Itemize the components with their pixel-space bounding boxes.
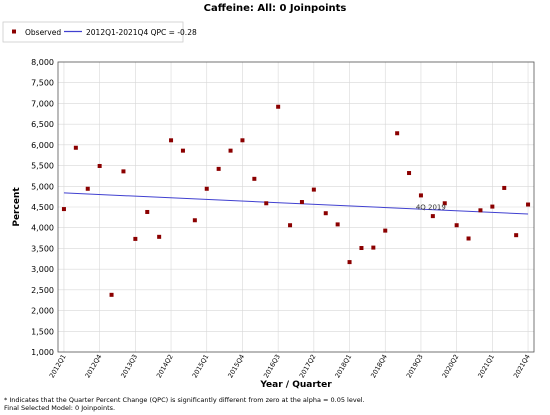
observed-point <box>407 171 412 176</box>
y-tick-label: 7,500 <box>31 79 54 88</box>
observed-point <box>240 138 245 143</box>
observed-point <box>252 176 257 181</box>
x-tick-label: 2018Q4 <box>369 353 389 379</box>
observed-point <box>311 187 316 192</box>
trend-line <box>63 192 529 215</box>
x-tick-label: 2021Q1 <box>476 353 496 379</box>
y-tick-label: 1,000 <box>31 348 54 357</box>
legend: Observed 2012Q1-2021Q4 QPC = -0.28 <box>2 21 197 43</box>
observed-point <box>121 169 126 174</box>
observed-point <box>204 186 209 191</box>
legend-observed-marker <box>12 29 16 34</box>
observed-point <box>169 138 174 143</box>
x-tick-label: 2015Q1 <box>191 353 211 379</box>
observed-point <box>216 166 221 171</box>
x-tick-label: 2021Q4 <box>512 353 532 379</box>
observed-point <box>347 260 352 265</box>
observed-point <box>395 131 400 136</box>
observed-point <box>418 193 423 198</box>
x-tick-label: 2013Q3 <box>119 353 139 379</box>
observed-point <box>335 222 340 227</box>
y-tick-label: 7,000 <box>31 99 54 108</box>
observed-point <box>228 148 233 153</box>
x-axis-ticks: 2012Q1 2012Q4 2013Q3 2014Q2 2015Q1 2015Q4 2016… <box>48 353 532 379</box>
observed-point <box>502 185 507 190</box>
observed-point <box>61 207 66 212</box>
x-tick-label: 2017Q2 <box>298 353 318 379</box>
y-tick-label: 4,500 <box>31 203 54 212</box>
y-tick-label: 4,000 <box>31 224 54 233</box>
observed-point <box>157 234 162 239</box>
legend-trend-label: 2012Q1-2021Q4 QPC = -0.28 <box>86 28 197 37</box>
observed-point <box>478 208 483 213</box>
observed-point <box>264 201 269 206</box>
legend-box <box>2 21 184 43</box>
observed-point <box>442 201 447 206</box>
observed-points <box>61 104 531 297</box>
y-tick-label: 3,500 <box>31 244 54 253</box>
observed-point <box>383 228 388 233</box>
y-tick-label: 5,000 <box>31 182 54 191</box>
y-tick-label: 6,500 <box>31 120 54 129</box>
observed-point <box>276 104 281 109</box>
annotation-label: 4Q 2019 <box>416 203 446 211</box>
x-tick-label: 2012Q4 <box>84 353 104 379</box>
y-axis-label: Percent <box>12 187 22 227</box>
x-tick-label: 2016Q3 <box>262 353 282 379</box>
observed-point <box>430 214 435 219</box>
observed-point <box>526 202 531 207</box>
x-tick-label: 2020Q2 <box>441 353 461 379</box>
observed-point <box>299 200 304 205</box>
legend-observed-label: Observed <box>25 28 61 37</box>
observed-point <box>180 148 185 153</box>
grid <box>58 61 534 353</box>
observed-point <box>133 236 138 241</box>
observed-point <box>490 204 495 209</box>
observed-point <box>359 246 364 251</box>
observed-point <box>323 211 328 216</box>
footnote-qpc: * Indicates that the Quarter Percent Cha… <box>4 396 365 404</box>
y-tick-label: 3,000 <box>31 265 54 274</box>
y-tick-label: 2,500 <box>31 286 54 295</box>
x-tick-label: 2015Q4 <box>226 353 246 379</box>
observed-point <box>97 163 102 168</box>
observed-point <box>514 233 519 238</box>
observed-point <box>145 209 150 214</box>
plot-frame <box>57 61 535 353</box>
chart-title: Caffeine: All: 0 Joinpoints <box>204 3 347 14</box>
x-tick-label: 2019Q3 <box>405 353 425 379</box>
observed-point <box>73 145 78 150</box>
y-tick-label: 5,500 <box>31 162 54 171</box>
annotations: 4Q 2019 <box>416 203 446 211</box>
x-tick-label: 2018Q1 <box>333 353 353 379</box>
y-tick-label: 8,000 <box>31 58 54 67</box>
y-axis-ticks: 1,000 1,500 2,000 2,500 3,000 3,500 4,000 4,500… <box>31 58 54 357</box>
observed-point <box>109 292 114 297</box>
observed-point <box>371 245 376 250</box>
footnote-model: Final Selected Model: 0 Joinpoints. <box>4 404 115 412</box>
y-tick-label: 1,500 <box>31 327 54 336</box>
x-axis-label: Year / Quarter <box>259 380 332 390</box>
observed-point <box>466 236 471 241</box>
observed-point <box>288 223 293 228</box>
observed-point <box>85 186 90 191</box>
trend-layer <box>63 192 529 215</box>
x-tick-label: 2014Q2 <box>155 353 175 379</box>
observed-point <box>192 218 197 223</box>
y-tick-label: 2,000 <box>31 307 54 316</box>
observed-point <box>454 223 459 228</box>
y-tick-label: 6,000 <box>31 141 54 150</box>
